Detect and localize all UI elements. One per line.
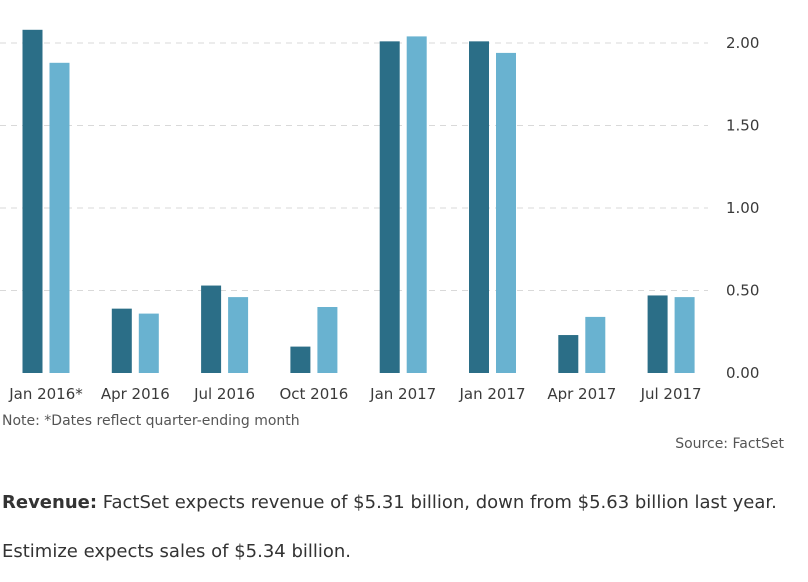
x-tick-label: Jan 2017 <box>458 385 525 403</box>
revenue-paragraph: Revenue: FactSet expects revenue of $5.3… <box>2 492 777 513</box>
revenue-text: FactSet expects revenue of $5.31 billion… <box>97 492 777 513</box>
bar-series-1 <box>558 335 579 373</box>
chart-source: Source: FactSet <box>675 436 784 452</box>
x-tick-label: Apr 2017 <box>547 385 616 403</box>
estimize-paragraph: Estimize expects sales of $5.34 billion. <box>2 541 352 562</box>
bar-series-1 <box>111 308 132 373</box>
bar-series-2 <box>674 297 695 373</box>
x-tick-label: Jan 2017 <box>369 385 436 403</box>
bar-series-1 <box>22 29 43 374</box>
y-tick-label: 2.00 <box>726 34 759 52</box>
y-tick-label: 1.00 <box>726 199 759 217</box>
bar-series-1 <box>290 346 311 373</box>
x-tick-label: Oct 2016 <box>279 385 348 403</box>
bar-series-2 <box>228 297 249 373</box>
gridlines <box>0 42 708 291</box>
bar-series-2 <box>406 36 427 374</box>
x-tick-label: Jul 2016 <box>193 385 255 403</box>
chart: 0.00 0.50 1.00 1.50 2.00 Jan 2016* Apr 2016 Ju… <box>0 29 759 403</box>
y-tick-label: 0.50 <box>726 282 759 300</box>
bar-series-2 <box>49 62 70 374</box>
bars <box>22 29 695 374</box>
bar-series-2 <box>585 316 606 373</box>
bar-series-1 <box>469 41 489 373</box>
bar-series-1 <box>379 41 400 373</box>
y-axis-ticks: 0.00 0.50 1.00 1.50 2.00 <box>726 34 759 382</box>
y-tick-label: 1.50 <box>726 117 759 135</box>
y-tick-label: 0.00 <box>726 364 759 382</box>
chart-note: Note: *Dates reflect quarter-ending mont… <box>2 413 300 429</box>
x-tick-label: Apr 2016 <box>101 385 170 403</box>
x-tick-label: Jul 2017 <box>640 385 702 403</box>
bar-series-2 <box>317 307 338 373</box>
bar-series-2 <box>496 52 516 374</box>
bar-series-1 <box>201 285 222 373</box>
x-tick-label: Jan 2016* <box>8 385 83 403</box>
x-axis-ticks: Jan 2016* Apr 2016 Jul 2016 Oct 2016 Jan 201… <box>8 385 701 403</box>
revenue-label: Revenue: <box>2 492 98 513</box>
bar-series-1 <box>647 295 668 373</box>
bar-series-2 <box>138 313 159 373</box>
